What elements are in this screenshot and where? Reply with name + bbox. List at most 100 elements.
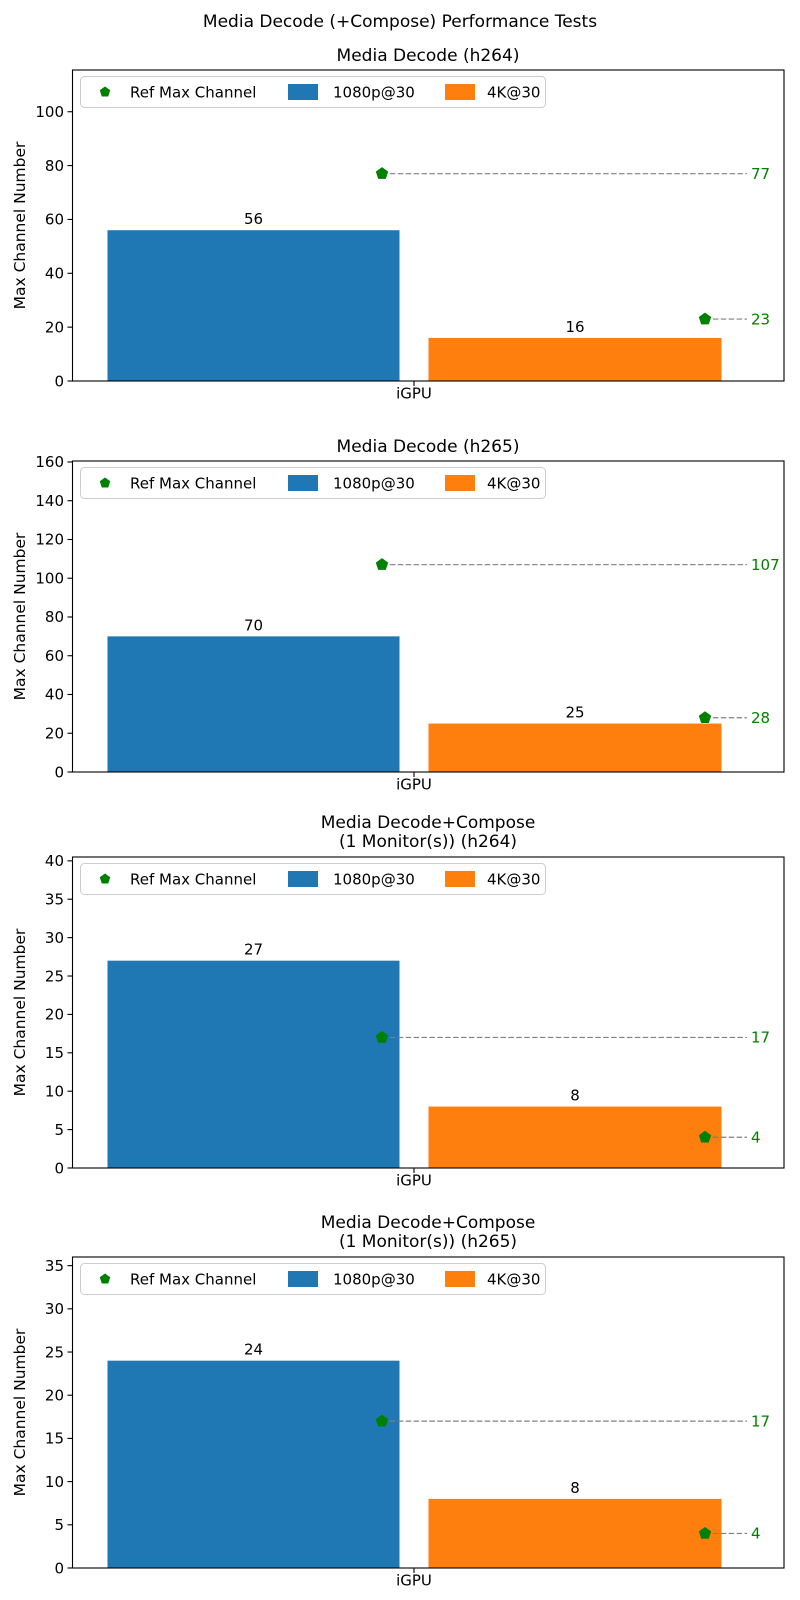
legend: Ref Max Channel 1080p@30 4K@30 [80, 1263, 546, 1295]
legend-item-label-1080p: 1080p@30 [333, 83, 415, 101]
y-tick-label: 5 [54, 1516, 64, 1534]
legend-swatch-4k [445, 871, 475, 887]
legend-pentagon-marker-icon [99, 1273, 111, 1284]
legend: Ref Max Channel 1080p@30 4K@30 [80, 76, 546, 108]
ref-marker-icon [375, 1030, 389, 1043]
y-tick-label: 10 [45, 1473, 64, 1491]
ref-marker-icon [698, 1526, 712, 1539]
y-tick-label: 20 [45, 1006, 64, 1024]
y-axis-label: Max Channel Number [11, 141, 29, 309]
subplot-title-line2: (1 Monitor(s)) (h264) [339, 832, 517, 852]
y-tick-label: 15 [45, 1044, 64, 1062]
legend-swatch-1080p [288, 84, 318, 100]
legend-pentagon-marker-icon [99, 873, 111, 884]
ref-value-label: 17 [751, 1412, 770, 1430]
ref-marker-icon [698, 312, 712, 325]
legend-swatch-1080p [288, 475, 318, 491]
bar-value-label: 8 [570, 1087, 580, 1105]
y-tick-label: 0 [54, 372, 64, 390]
y-tick-label: 20 [45, 725, 64, 743]
bar-value-label: 25 [565, 704, 584, 722]
y-tick-label: 10 [45, 1082, 64, 1100]
axes-frame [71, 69, 785, 382]
bar-1080p@30 [107, 230, 400, 381]
legend-pentagon-marker-icon [99, 477, 111, 488]
y-tick-label: 120 [35, 531, 64, 549]
y-tick-label: 160 [35, 453, 64, 471]
subplot-1: 56 16 77 23 0 20 40 60 80 100 iGPU Max Channel Numb… [11, 46, 785, 403]
y-tick-label: 80 [45, 157, 64, 175]
bar-4K@30 [428, 337, 722, 381]
bar-4K@30 [428, 1106, 722, 1168]
y-tick-label: 25 [45, 967, 64, 985]
legend-swatch-1080p [288, 1271, 318, 1287]
subplot-4: 24 8 17 4 0 5 10 15 20 25 30 35 iGPU Max Channel Numb… [11, 1213, 785, 1590]
y-tick-label: 100 [35, 569, 64, 587]
y-tick-label: 0 [54, 1559, 64, 1577]
legend-item-label-1080p: 1080p@30 [333, 1270, 415, 1288]
y-tick-label: 40 [45, 265, 64, 283]
ref-value-label: 28 [751, 709, 770, 727]
x-tick-label: iGPU [396, 1572, 432, 1590]
y-tick-label: 35 [45, 890, 64, 908]
figure-suptitle: Media Decode (+Compose) Performance Test… [202, 12, 598, 32]
y-tick-label: 40 [45, 852, 64, 870]
legend: Ref Max Channel 1080p@30 4K@30 [80, 467, 546, 499]
ref-value-label: 77 [751, 165, 770, 183]
bar-value-label: 27 [244, 941, 263, 959]
bar-value-label: 8 [570, 1479, 580, 1497]
ref-marker-icon [698, 711, 712, 723]
legend-swatch-4k [445, 475, 475, 491]
y-axis-label: Max Channel Number [11, 1328, 29, 1496]
y-tick-label: 0 [54, 763, 64, 781]
y-tick-label: 35 [45, 1257, 64, 1275]
legend-item-label-1080p: 1080p@30 [333, 474, 415, 492]
legend-item-label-ref: Ref Max Channel [130, 83, 256, 101]
y-tick-label: 15 [45, 1430, 64, 1448]
legend-item-label-4k: 4K@30 [487, 870, 540, 888]
x-tick-label: iGPU [396, 1172, 432, 1190]
bar-4K@30 [428, 1498, 722, 1568]
y-tick-label: 5 [54, 1121, 64, 1139]
legend: Ref Max Channel 1080p@30 4K@30 [80, 863, 546, 895]
y-tick-label: 30 [45, 929, 64, 947]
y-tick-label: 20 [45, 318, 64, 336]
bar-value-label: 70 [244, 616, 263, 634]
legend-pentagon-marker-icon [99, 86, 111, 97]
ref-marker-icon [375, 167, 389, 179]
legend-swatch-1080p [288, 871, 318, 887]
bar-1080p@30 [107, 960, 400, 1168]
legend-item-label-4k: 4K@30 [487, 1270, 540, 1288]
legend-item-label-4k: 4K@30 [487, 83, 540, 101]
y-tick-label: 80 [45, 608, 64, 626]
ref-marker-icon [375, 558, 389, 570]
x-tick-label: iGPU [396, 776, 432, 794]
subplot-title: Media Decode (h264) [337, 46, 520, 66]
bar-1080p@30 [107, 1360, 400, 1568]
ref-value-label: 107 [751, 556, 780, 574]
legend-item-label-1080p: 1080p@30 [333, 870, 415, 888]
y-tick-label: 60 [45, 647, 64, 665]
y-tick-label: 25 [45, 1343, 64, 1361]
ref-value-label: 17 [751, 1029, 770, 1047]
ref-value-label: 4 [751, 1525, 761, 1543]
y-axis-label: Max Channel Number [11, 532, 29, 700]
legend-item-label-4k: 4K@30 [487, 474, 540, 492]
y-tick-label: 100 [35, 103, 64, 121]
ref-marker-icon [375, 1414, 389, 1427]
bar-4K@30 [428, 723, 722, 772]
legend-item-label-ref: Ref Max Channel [130, 1270, 256, 1288]
y-axis-label: Max Channel Number [11, 928, 29, 1096]
legend-swatch-4k [445, 84, 475, 100]
y-tick-label: 0 [54, 1159, 64, 1177]
bar-1080p@30 [107, 636, 400, 772]
bar-value-label: 56 [244, 210, 263, 228]
bar-value-label: 24 [244, 1341, 263, 1359]
legend-item-label-ref: Ref Max Channel [130, 870, 256, 888]
legend-swatch-4k [445, 1271, 475, 1287]
ref-value-label: 23 [751, 310, 770, 328]
y-tick-label: 20 [45, 1386, 64, 1404]
